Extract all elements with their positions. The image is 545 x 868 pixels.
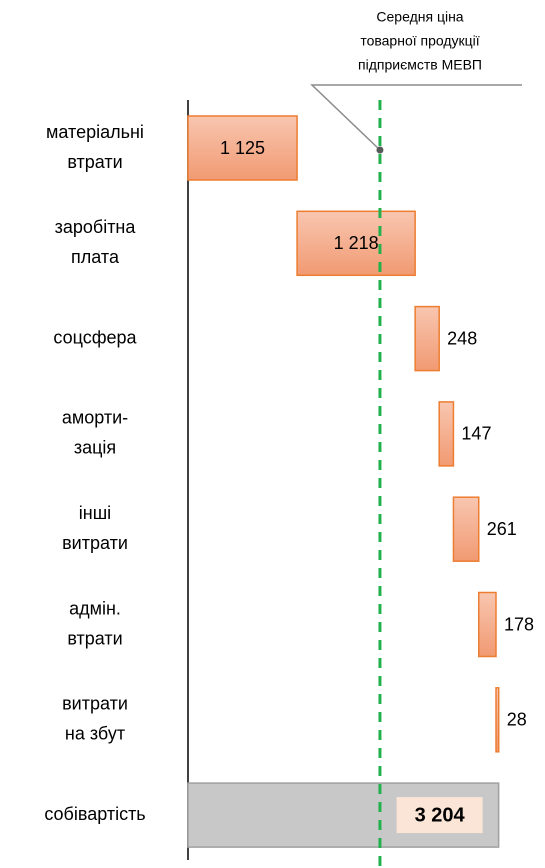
category-label: зація: [74, 438, 116, 458]
annotation-text: Середня ціна: [376, 9, 463, 25]
value-label: 1 218: [334, 233, 379, 253]
value-label: 178: [504, 614, 534, 634]
category-label: витрати: [62, 533, 128, 553]
bar: [495, 687, 500, 753]
annotation-text: товарної продукції: [360, 33, 479, 49]
bar: [452, 496, 480, 562]
value-label: 248: [447, 328, 477, 348]
category-label: аморти-: [62, 408, 128, 428]
category-label: собівартість: [44, 804, 145, 824]
bar: [296, 210, 416, 277]
annotation-dot: [376, 146, 384, 154]
category-label: матеріальні: [46, 122, 144, 142]
bar: [477, 591, 497, 658]
category-label: інші: [79, 503, 111, 523]
bar: [414, 305, 440, 372]
category-label: заробітна: [55, 217, 137, 237]
value-label: 261: [487, 519, 517, 539]
value-label: 1 125: [220, 138, 265, 158]
category-label: адмін.: [69, 598, 121, 618]
category-label: втрати: [67, 628, 122, 648]
bar: [438, 401, 455, 467]
category-label: витрати: [62, 694, 128, 714]
category-label: втрати: [67, 152, 122, 172]
total-label-box: [396, 797, 483, 834]
value-label: 28: [507, 710, 527, 730]
category-label: плата: [71, 247, 120, 267]
category-label: соцсфера: [53, 327, 137, 347]
annotation-leader: [310, 84, 522, 151]
category-label: на збут: [65, 724, 125, 744]
annotation-text: підприємств МЕВП: [358, 57, 482, 73]
value-label: 147: [461, 424, 491, 444]
bar: [187, 115, 298, 181]
value-label: 3 204: [415, 804, 466, 826]
